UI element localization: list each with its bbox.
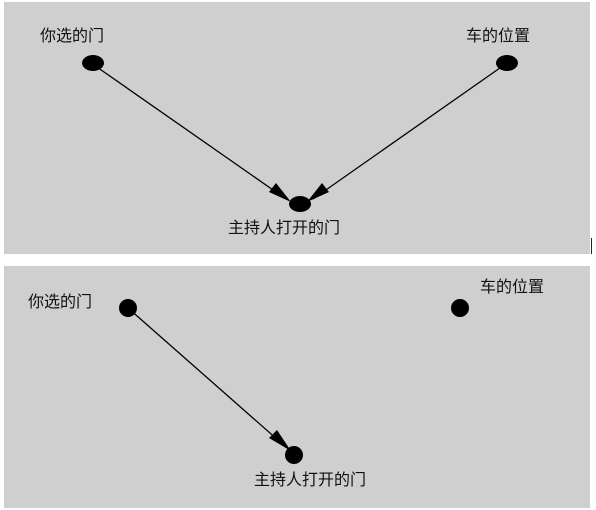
divider-tick (591, 238, 592, 254)
node-your-door (82, 55, 104, 71)
edge-your-door-to-host-door (127, 307, 288, 449)
node-your-door (119, 299, 137, 317)
label-car-position: 车的位置 (480, 277, 545, 296)
label-your-door: 你选的门 (40, 26, 105, 45)
diagram-top-graph (82, 55, 518, 212)
edge-your-door-to-host-door (93, 64, 287, 200)
node-host-opened-door (289, 196, 311, 212)
diagram-bottom-graph (119, 299, 469, 464)
arrowhead-your-door-to-host-door (269, 183, 291, 202)
label-your-door: 你选的门 (28, 292, 93, 311)
label-host-opened-door: 主持人打开的门 (254, 470, 367, 489)
arrowhead-car-to-host-door (307, 183, 329, 202)
label-host-opened-door: 主持人打开的门 (228, 218, 341, 237)
arrowhead-your-door-to-host-door (269, 430, 291, 451)
diagram-panel-bottom: 你选的门 车的位置 主持人打开的门 (4, 266, 590, 508)
label-car-position: 车的位置 (466, 26, 531, 45)
node-car-position (451, 299, 469, 317)
node-host-opened-door (285, 446, 303, 464)
diagram-panel-top: 你选的门 车的位置 主持人打开的门 (4, 2, 590, 254)
edge-car-to-host-door (312, 62, 508, 200)
node-car-position (496, 55, 518, 71)
